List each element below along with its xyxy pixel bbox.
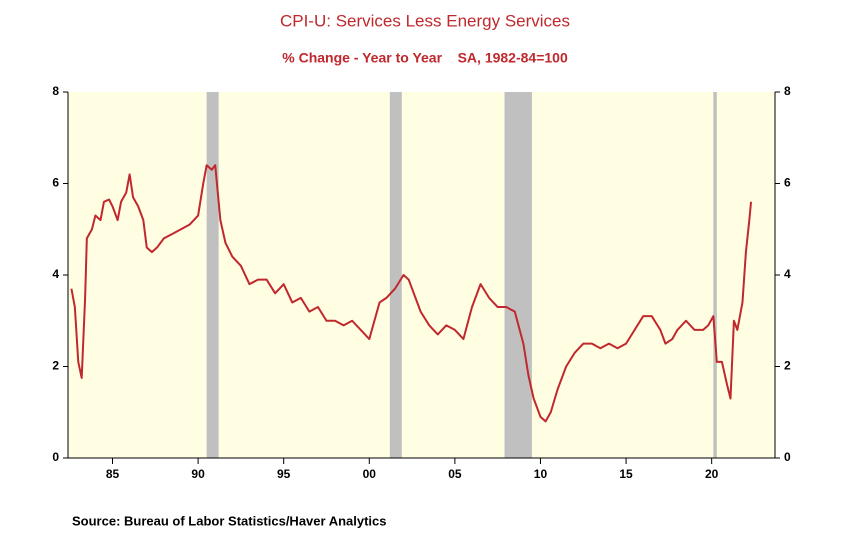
- y-tick-label: 4: [52, 267, 59, 281]
- recession-shade: [389, 92, 402, 458]
- recession-shade: [504, 92, 532, 458]
- x-tick-label: 00: [363, 467, 377, 481]
- x-tick-label: 15: [619, 467, 633, 481]
- x-tick-label: 05: [448, 467, 462, 481]
- x-tick-label: 95: [277, 467, 291, 481]
- x-tick-label: 20: [705, 467, 719, 481]
- data-line: [70, 164, 753, 423]
- y-tick-label: 6: [52, 176, 59, 190]
- y-tick-label: 0: [52, 450, 59, 464]
- chart-title: CPI-U: Services Less Energy Services: [280, 11, 570, 30]
- y2-tick-label: 4: [784, 267, 791, 281]
- y-tick-label: 2: [52, 359, 59, 373]
- plot-background: [68, 92, 775, 458]
- recession-shade: [713, 92, 717, 458]
- y-tick-label: 8: [52, 84, 59, 98]
- y2-tick-label: 6: [784, 176, 791, 190]
- x-tick-label: 85: [106, 467, 120, 481]
- y2-tick-label: 0: [784, 450, 791, 464]
- y2-tick-label: 8: [784, 84, 791, 98]
- recession-shade: [206, 92, 219, 458]
- x-tick-label: 10: [534, 467, 548, 481]
- y2-tick-label: 2: [784, 359, 791, 373]
- x-tick-label: 90: [191, 467, 205, 481]
- source-note: Source: Bureau of Labor Statistics/Haver…: [72, 513, 387, 528]
- chart-subtitle: % Change - Year to Year SA, 1982-84=100: [282, 50, 568, 66]
